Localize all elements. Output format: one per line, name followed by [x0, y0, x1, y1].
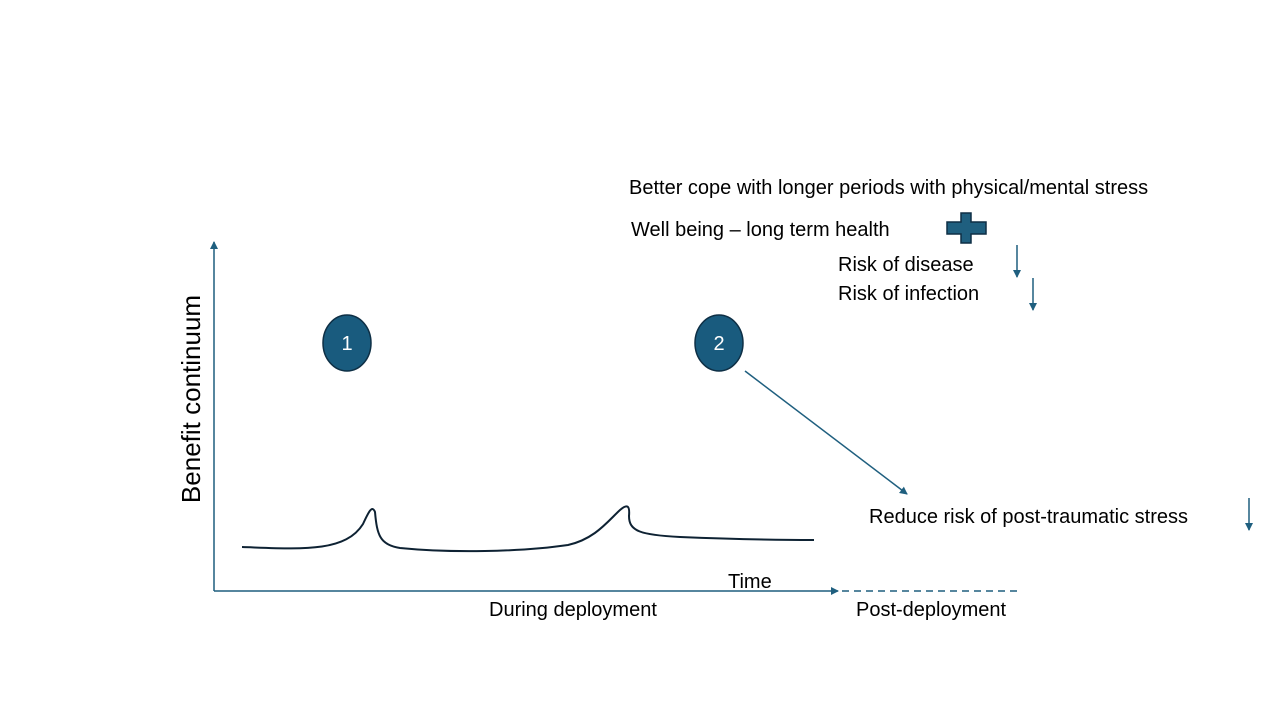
y-axis-label: Benefit continuum: [176, 295, 206, 503]
marker-2-badge: 2: [694, 314, 744, 372]
benefit-curve: [241, 505, 815, 553]
wellbeing-benefit: Well being – long term health: [631, 219, 890, 241]
phase-during-label: During deployment: [489, 599, 657, 621]
marker-1-badge: 1: [322, 314, 372, 372]
plus-icon: [946, 212, 987, 244]
marker-2-label: 2: [713, 333, 724, 355]
marker-1-label: 1: [341, 333, 352, 355]
marker-2-connector-arrow: [744, 370, 908, 495]
ptsd-risk-label: Reduce risk of post-traumatic stress: [869, 506, 1188, 528]
stress-coping-benefit: Better cope with longer periods with phy…: [629, 177, 1148, 199]
risk-disease-label: Risk of disease: [838, 254, 974, 276]
risk-infection-label: Risk of infection: [838, 283, 979, 305]
phase-post-label: Post-deployment: [856, 599, 1007, 621]
x-axis-label: Time: [728, 571, 772, 593]
